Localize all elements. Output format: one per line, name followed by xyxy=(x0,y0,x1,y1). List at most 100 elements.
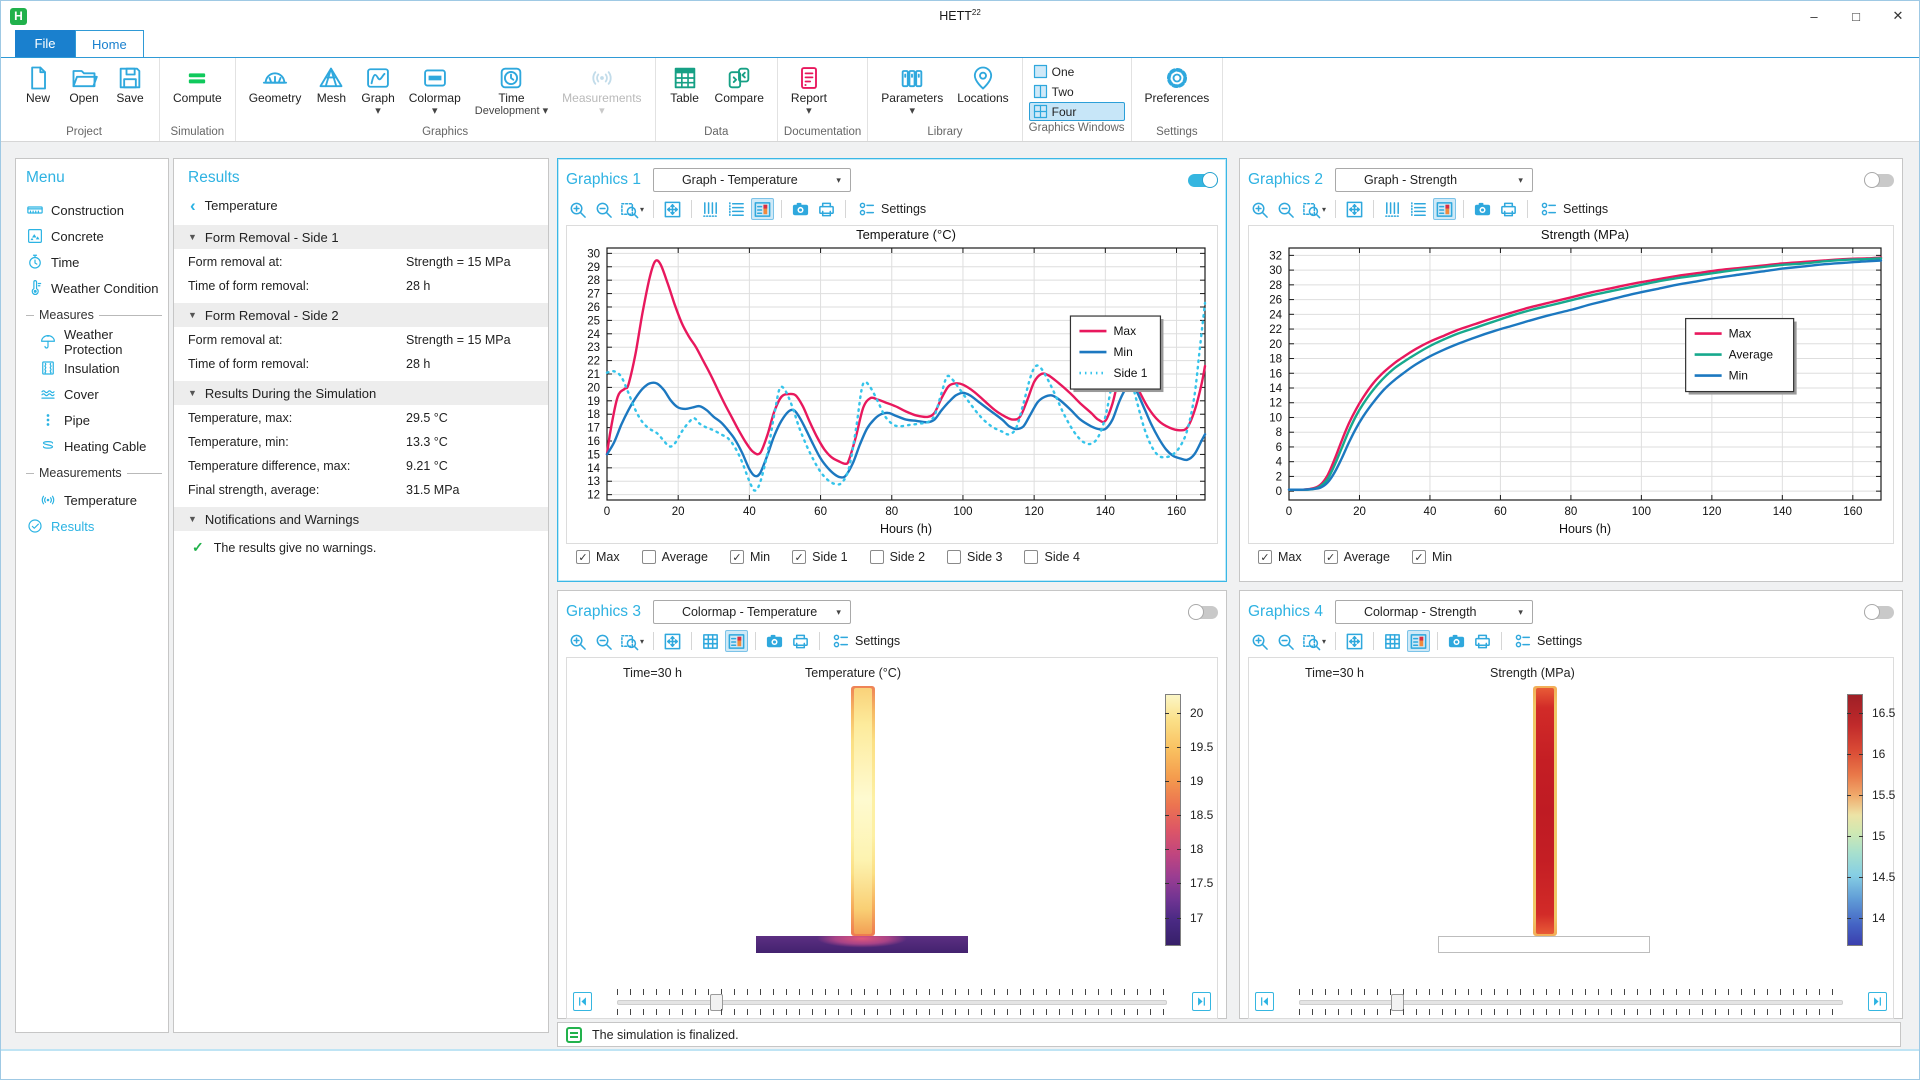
graphics-4-view-select[interactable]: Colormap - Strength ▾ xyxy=(1334,600,1533,624)
sidebar-item-cover[interactable]: Cover xyxy=(26,381,162,407)
graphics-3-toggle[interactable] xyxy=(1188,603,1218,620)
legendbar-button[interactable] xyxy=(751,198,775,220)
results-section-header[interactable]: ▼ Form Removal - Side 1 xyxy=(174,225,548,249)
settings-button[interactable]: Settings xyxy=(853,198,931,220)
zoomsel-button[interactable]: ▾ xyxy=(618,198,646,220)
tab-file[interactable]: File xyxy=(15,30,75,57)
results-section-header[interactable]: ▼ Results During the Simulation xyxy=(174,381,548,405)
series-checkbox-side-3[interactable]: Side 3 xyxy=(947,550,1002,564)
mesh-button[interactable]: Mesh xyxy=(308,60,354,106)
legendbar-button[interactable] xyxy=(1407,630,1431,652)
sidebar-item-heating-cable[interactable]: Heating Cable xyxy=(26,433,162,459)
printer-button[interactable] xyxy=(1497,198,1520,220)
close-button[interactable]: ✕ xyxy=(1892,8,1904,23)
hgrid-button[interactable] xyxy=(725,198,748,220)
graphics-1-toggle[interactable] xyxy=(1188,171,1218,188)
sidebar-item-time[interactable]: Time xyxy=(26,249,162,275)
locations-button[interactable]: Locations xyxy=(950,60,1015,106)
open-button[interactable]: Open xyxy=(61,60,107,106)
results-section-header[interactable]: ▼ Form Removal - Side 2 xyxy=(174,303,548,327)
camera-button[interactable] xyxy=(1445,630,1468,652)
series-checkbox-side-2[interactable]: Side 2 xyxy=(869,550,925,564)
zoomsel-button[interactable]: ▾ xyxy=(618,630,646,652)
time-button[interactable]: Time Development ▾ xyxy=(468,60,555,119)
legendbar-button[interactable] xyxy=(725,630,749,652)
results-section-header[interactable]: ▼ Notifications and Warnings xyxy=(174,507,548,531)
compare-button[interactable]: Compare xyxy=(708,60,771,106)
series-checkbox-min[interactable]: ✓ Min xyxy=(729,550,770,564)
settings-button[interactable]: Settings xyxy=(827,630,905,652)
sidebar-item-insulation[interactable]: Insulation xyxy=(26,355,162,381)
printer-button[interactable] xyxy=(1471,630,1494,652)
sidebar-item-pipe[interactable]: Pipe xyxy=(26,407,162,433)
timeline-slider[interactable] xyxy=(617,988,1167,1016)
results-back[interactable]: ‹ Temperature xyxy=(174,191,548,219)
timeline-step-forward-button[interactable] xyxy=(1868,992,1887,1011)
sidebar-item-weather-protection[interactable]: Weather Protection xyxy=(26,327,162,357)
maximize-button[interactable]: □ xyxy=(1852,8,1860,24)
preferences-button[interactable]: Preferences xyxy=(1138,60,1217,106)
sidebar-item-weather-condition[interactable]: Weather Condition xyxy=(26,275,162,301)
timeline-slider[interactable] xyxy=(1299,988,1843,1016)
series-checkbox-average[interactable]: ✓ Average xyxy=(1323,550,1390,564)
zoomout-button[interactable] xyxy=(1274,198,1297,220)
fit-button[interactable] xyxy=(1343,630,1366,652)
printer-button[interactable] xyxy=(789,630,812,652)
parameters-button[interactable]: Parameters ▾ xyxy=(874,60,950,119)
timeline-step-back-button[interactable] xyxy=(573,992,592,1011)
compute-button[interactable]: Compute xyxy=(166,60,229,106)
zoomout-button[interactable] xyxy=(1274,630,1297,652)
fit-button[interactable] xyxy=(1343,198,1366,220)
graphics-windows-two-button[interactable]: Two xyxy=(1029,82,1125,101)
vgrid-button[interactable] xyxy=(699,198,722,220)
fit-button[interactable] xyxy=(661,630,684,652)
graphics-1-view-select[interactable]: Graph - Temperature ▾ xyxy=(652,168,851,192)
timeline-step-back-button[interactable] xyxy=(1255,992,1274,1011)
zoomout-button[interactable] xyxy=(592,198,615,220)
series-checkbox-max[interactable]: ✓ Max xyxy=(576,550,620,564)
tab-home[interactable]: Home xyxy=(75,30,144,57)
series-checkbox-side-4[interactable]: Side 4 xyxy=(1024,550,1080,564)
graphics-windows-one-button[interactable]: One xyxy=(1029,62,1125,81)
fit-button[interactable] xyxy=(661,198,684,220)
sidebar-item-temperature[interactable]: Temperature xyxy=(26,487,162,513)
camera-button[interactable] xyxy=(789,198,812,220)
camera-button[interactable] xyxy=(763,630,786,652)
colormap-button[interactable]: Colormap ▾ xyxy=(402,60,468,119)
series-checkbox-side-1[interactable]: ✓ Side 1 xyxy=(792,550,848,564)
new-button[interactable]: New xyxy=(15,60,61,106)
sidebar-item-construction[interactable]: Construction xyxy=(26,197,162,223)
zoomin-button[interactable] xyxy=(566,630,589,652)
graphics-2-view-select[interactable]: Graph - Strength ▾ xyxy=(1334,168,1533,192)
sidebar-item-concrete[interactable]: Concrete xyxy=(26,223,162,249)
tablegrid-button[interactable] xyxy=(1381,630,1404,652)
zoomsel-button[interactable]: ▾ xyxy=(1300,198,1328,220)
minimize-button[interactable]: – xyxy=(1810,8,1818,24)
graphics-4-toggle[interactable] xyxy=(1864,603,1894,620)
timeline-step-forward-button[interactable] xyxy=(1192,992,1211,1011)
save-button[interactable]: Save xyxy=(107,60,153,106)
series-checkbox-min[interactable]: ✓ Min xyxy=(1411,550,1452,564)
graphics-3-view-select[interactable]: Colormap - Temperature ▾ xyxy=(652,600,851,624)
series-checkbox-max[interactable]: ✓ Max xyxy=(1258,550,1302,564)
zoomin-button[interactable] xyxy=(1248,630,1271,652)
legendbar-button[interactable] xyxy=(1433,198,1457,220)
vgrid-button[interactable] xyxy=(1381,198,1404,220)
sidebar-item-results[interactable]: Results xyxy=(26,513,162,539)
zoomin-button[interactable] xyxy=(566,198,589,220)
series-checkbox-average[interactable]: Average xyxy=(641,550,708,564)
settings-button[interactable]: Settings xyxy=(1535,198,1613,220)
zoomin-button[interactable] xyxy=(1248,198,1271,220)
table-button[interactable]: Table xyxy=(662,60,708,106)
zoomout-button[interactable] xyxy=(592,630,615,652)
hgrid-button[interactable] xyxy=(1407,198,1430,220)
graphics-2-toggle[interactable] xyxy=(1864,171,1894,188)
settings-button[interactable]: Settings xyxy=(1509,630,1587,652)
graphics-windows-four-button[interactable]: Four xyxy=(1028,102,1125,121)
report-button[interactable]: Report ▾ xyxy=(784,60,834,119)
geometry-button[interactable]: Geometry xyxy=(242,60,309,106)
graph-button[interactable]: Graph ▾ xyxy=(354,60,401,119)
zoomsel-button[interactable]: ▾ xyxy=(1300,630,1328,652)
camera-button[interactable] xyxy=(1471,198,1494,220)
tablegrid-button[interactable] xyxy=(699,630,722,652)
